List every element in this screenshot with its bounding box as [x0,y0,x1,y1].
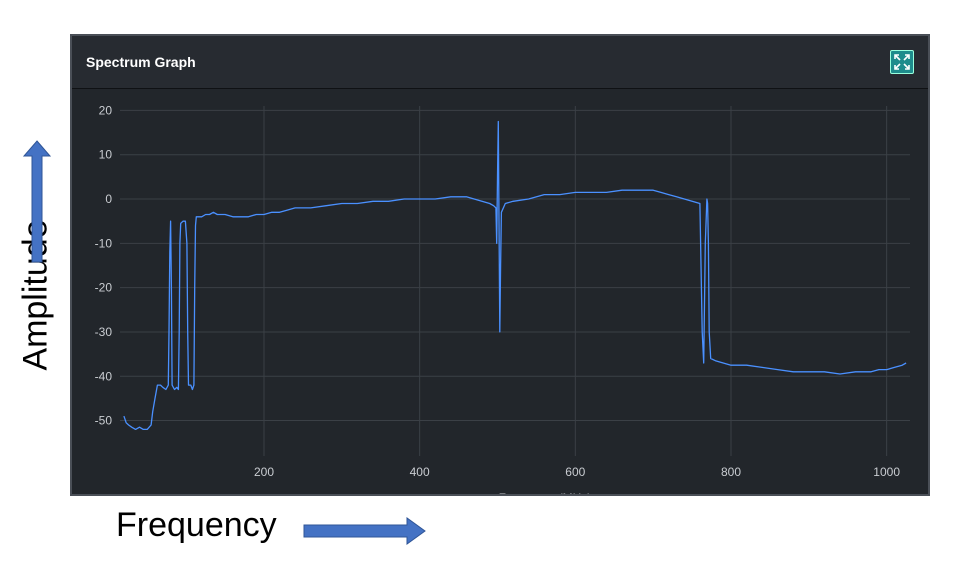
x-tick-label: 1000 [873,465,900,479]
x-tick-label: 200 [254,465,274,479]
frequency-caption: Frequency [116,506,277,544]
spectrum-line [123,120,907,431]
panel-header: Spectrum Graph [72,36,928,89]
y-tick-label: 10 [99,148,113,162]
y-tick-label: -10 [95,236,113,250]
panel-title: Spectrum Graph [86,54,196,70]
y-tick-label: -20 [95,281,113,295]
x-tick-label: 600 [565,465,585,479]
up-arrow-icon [22,140,52,263]
spectrum-panel: Spectrum Graph 200 400 600 800 1000 20 10 0 -10 -… [70,34,930,496]
y-tick-label: -40 [95,369,113,383]
y-tick-label: 0 [105,192,112,206]
spectrum-chart: 200 400 600 800 1000 20 10 0 -10 -20 -30 -40 -50 Freq… [95,103,910,494]
y-tick-label: -30 [95,325,113,339]
x-axis-label: Frequency (MHz) [499,491,592,494]
y-tick-label: -50 [95,414,113,428]
x-tick-label: 800 [721,465,741,479]
expand-button[interactable] [890,50,914,74]
right-arrow-icon [303,517,426,545]
y-tick-label: 20 [99,103,113,117]
expand-arrows-icon [894,54,910,70]
x-tick-label: 400 [410,465,430,479]
